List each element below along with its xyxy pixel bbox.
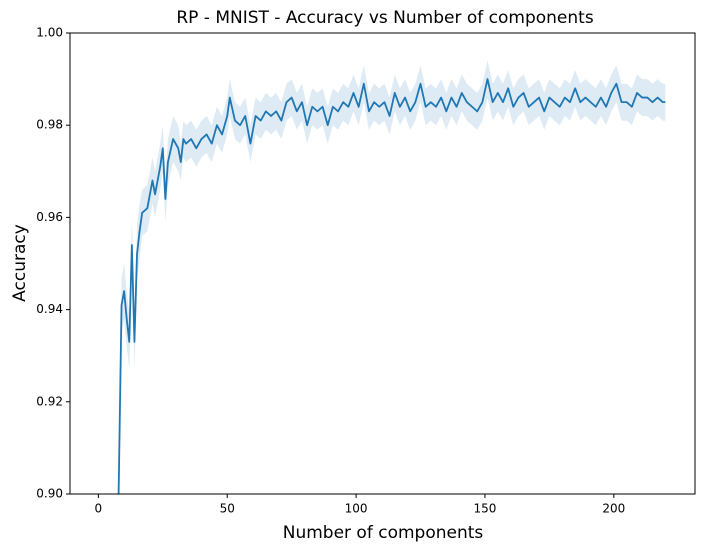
- x-axis-label: Number of components: [283, 523, 484, 543]
- x-tick-label: 100: [345, 502, 368, 516]
- plot-area: [117, 60, 666, 494]
- y-tick-label: 1.00: [36, 26, 63, 40]
- x-tick-label: 200: [602, 502, 625, 516]
- y-tick-label: 0.96: [36, 210, 63, 224]
- y-tick-label: 0.98: [36, 118, 63, 132]
- x-tick-label: 150: [473, 502, 496, 516]
- plot-frame: [69, 32, 696, 495]
- y-axis-label: Accuracy: [10, 224, 30, 302]
- x-tick-label: 0: [95, 502, 103, 516]
- chart-title: RP - MNIST - Accuracy vs Number of compo…: [176, 8, 594, 28]
- confidence-band: [118, 60, 666, 494]
- y-tick-label: 0.92: [36, 394, 63, 408]
- y-tick-label: 0.94: [36, 302, 63, 316]
- y-tick-label: 0.90: [36, 487, 63, 501]
- x-tick-label: 50: [220, 502, 235, 516]
- line: [117, 78, 666, 494]
